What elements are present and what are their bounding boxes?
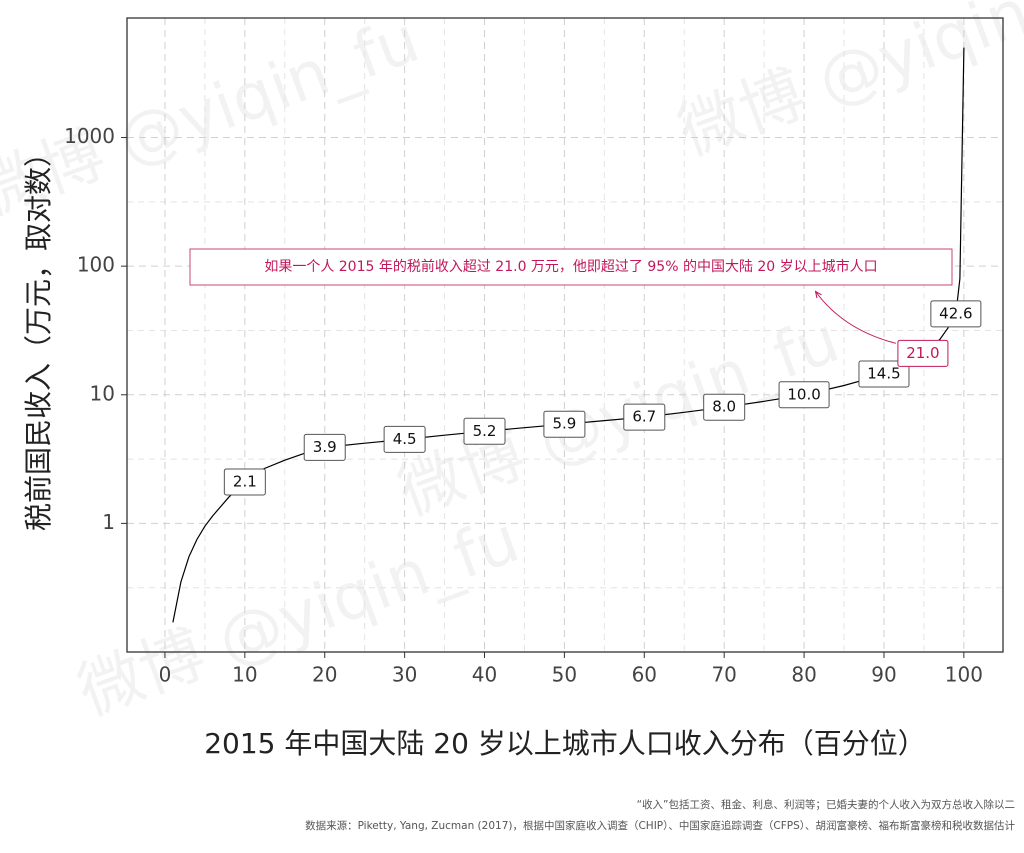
x-tick-label: 70 bbox=[711, 663, 736, 687]
point-label-box bbox=[383, 425, 426, 453]
highlight-label-text: 21.0 bbox=[906, 344, 939, 362]
x-tick-label: 20 bbox=[312, 663, 337, 687]
point-label-text: 2.1 bbox=[233, 472, 257, 490]
point-label-text: 5.9 bbox=[552, 415, 576, 433]
point-label: 10.0 bbox=[778, 381, 830, 409]
x-tick-label: 100 bbox=[945, 663, 983, 687]
x-tick-label: 40 bbox=[472, 663, 497, 687]
point-label-text: 6.7 bbox=[632, 408, 656, 426]
point-label: 42.6 bbox=[930, 300, 982, 328]
point-label: 3.9 bbox=[303, 433, 346, 461]
point-label-box bbox=[463, 417, 506, 445]
point-label-box bbox=[303, 433, 346, 461]
point-label-box bbox=[858, 360, 910, 388]
x-tick-label: 30 bbox=[392, 663, 417, 687]
point-label: 5.9 bbox=[543, 410, 586, 438]
point-label-text: 10.0 bbox=[787, 385, 820, 403]
point-label-text: 8.0 bbox=[712, 398, 736, 416]
point-label-text: 3.9 bbox=[313, 438, 337, 456]
y-tick-label: 10 bbox=[90, 381, 115, 405]
point-label: 4.5 bbox=[383, 425, 426, 453]
y-tick-label: 1 bbox=[102, 510, 115, 534]
point-label-box bbox=[223, 468, 266, 496]
point-label-box bbox=[703, 393, 746, 421]
note: 数据来源：Piketty, Yang, Zucman (2017)，根据中国家庭… bbox=[305, 819, 1015, 832]
point-label: 5.2 bbox=[463, 417, 506, 445]
point-label-box bbox=[930, 300, 982, 328]
annotation-arrow bbox=[816, 292, 897, 344]
point-label-box bbox=[778, 381, 830, 409]
x-tick-label: 60 bbox=[632, 663, 657, 687]
annotation: 如果一个人 2015 年的税前收入超过 21.0 万元，他即超过了 95% 的中… bbox=[189, 248, 953, 286]
income-line bbox=[172, 47, 965, 623]
point-label: 14.5 bbox=[858, 360, 910, 388]
x-axis-title: 2015 年中国大陆 20 岁以上城市人口收入分布（百分位） bbox=[204, 727, 926, 760]
point-label-text: 5.2 bbox=[473, 422, 497, 440]
x-tick-label: 10 bbox=[232, 663, 257, 687]
annotation-text: 如果一个人 2015 年的税前收入超过 21.0 万元，他即超过了 95% 的中… bbox=[264, 258, 877, 275]
point-label-box bbox=[623, 403, 666, 431]
point-label: 8.0 bbox=[703, 393, 746, 421]
point-label-text: 4.5 bbox=[393, 430, 417, 448]
watermark: 微博 @yiqin_fu bbox=[669, 0, 1024, 171]
note: “收入”包括工资、租金、利息、利润等；已婚夫妻的个人收入为双方总收入除以二 bbox=[637, 798, 1015, 811]
point-label: 2.1 bbox=[223, 468, 266, 496]
point-label-box bbox=[543, 410, 586, 438]
x-tick-label: 50 bbox=[552, 663, 577, 687]
y-tick-label: 100 bbox=[77, 253, 115, 277]
point-label-text: 42.6 bbox=[939, 304, 972, 322]
x-tick-label: 90 bbox=[871, 663, 896, 687]
plot-frame bbox=[126, 17, 1004, 653]
point-label-text: 14.5 bbox=[867, 365, 900, 383]
x-tick-label: 0 bbox=[159, 663, 172, 687]
y-tick-label: 1000 bbox=[64, 124, 115, 148]
watermark: 微博 @yiqin_fu bbox=[389, 303, 849, 531]
annotation-box bbox=[189, 248, 953, 286]
point-label: 6.7 bbox=[623, 403, 666, 431]
highlight-label: 21.0 bbox=[897, 339, 949, 367]
x-tick-label: 80 bbox=[791, 663, 816, 687]
highlight-label-box bbox=[897, 339, 949, 367]
watermark: 微博 @yiqin_fu bbox=[69, 503, 529, 731]
y-axis-title: 税前国民收入（万元，取对数） bbox=[22, 139, 55, 531]
